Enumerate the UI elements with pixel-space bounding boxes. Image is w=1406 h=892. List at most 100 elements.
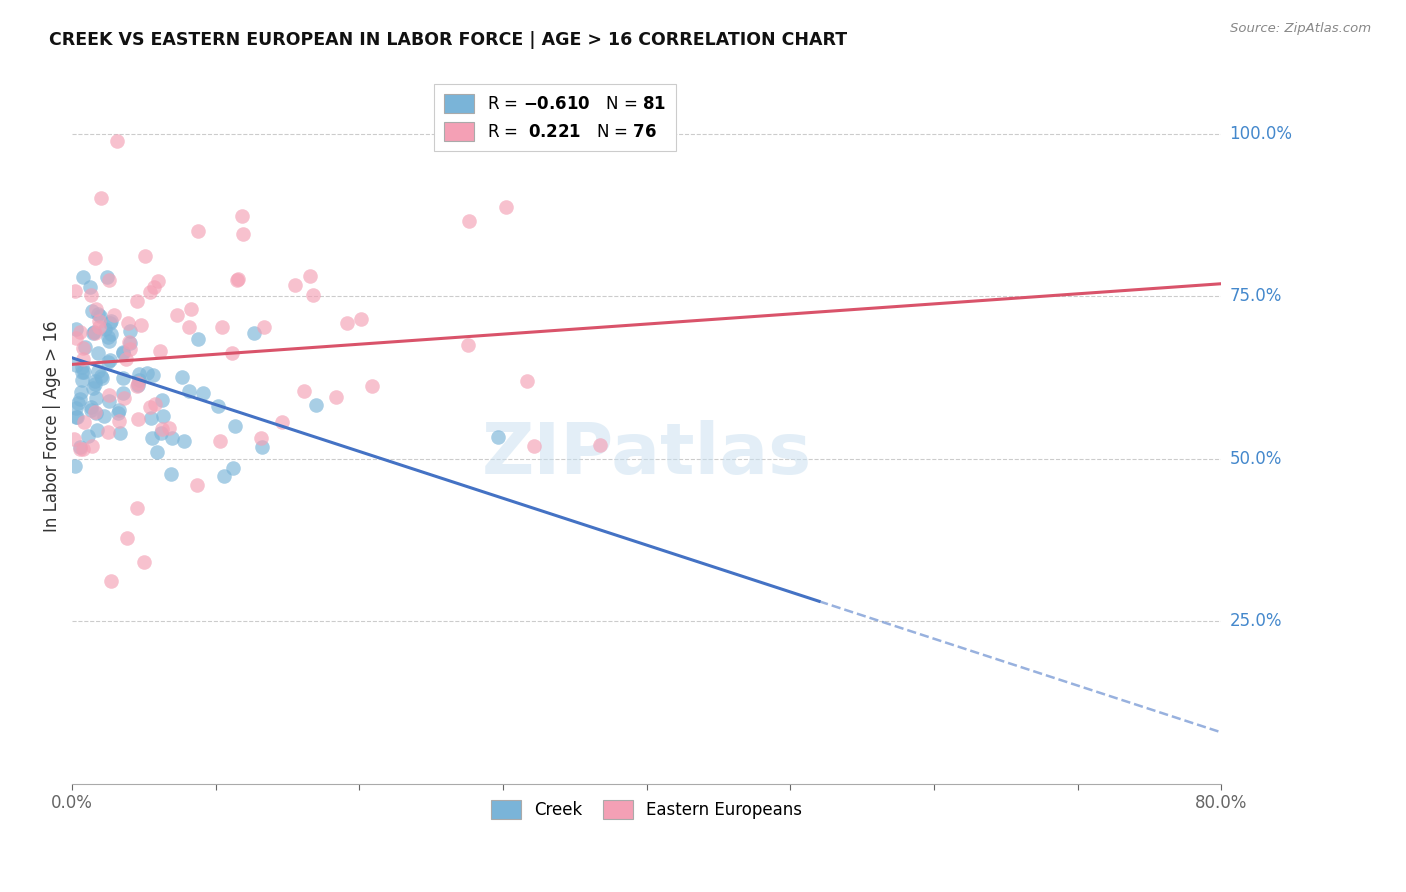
- Point: [73, 366, 96, 380]
- Point: [98, 353, 121, 368]
- Point: [157, 421, 180, 435]
- Point: [83, 325, 105, 339]
- Point: [79, 280, 101, 294]
- Point: [187, 224, 209, 238]
- Point: [226, 272, 249, 286]
- Point: [173, 434, 195, 449]
- Point: [127, 377, 149, 392]
- Point: [90, 368, 112, 383]
- Point: [73, 340, 96, 354]
- Point: [97, 330, 120, 344]
- Point: [325, 390, 347, 404]
- Point: [84, 406, 107, 420]
- Point: [63, 432, 86, 446]
- Point: [100, 574, 122, 588]
- Legend: Creek, Eastern Europeans: Creek, Eastern Europeans: [485, 793, 808, 825]
- Point: [107, 134, 129, 148]
- Point: [80, 403, 103, 417]
- Point: [83, 377, 105, 392]
- Point: [84, 326, 107, 340]
- Point: [69, 392, 91, 406]
- Point: [100, 314, 122, 328]
- Point: [108, 414, 131, 428]
- Point: [90, 371, 112, 385]
- Point: [112, 391, 135, 405]
- Point: [252, 440, 274, 454]
- Point: [231, 209, 253, 223]
- Point: [65, 331, 87, 345]
- Point: [350, 312, 373, 326]
- Point: [127, 376, 149, 390]
- Point: [148, 274, 170, 288]
- Point: [86, 391, 108, 405]
- Point: [134, 249, 156, 263]
- Point: [70, 360, 93, 375]
- Point: [226, 273, 249, 287]
- Point: [82, 326, 104, 340]
- Point: [141, 431, 163, 445]
- Point: [87, 314, 110, 328]
- Point: [111, 370, 134, 384]
- Point: [150, 425, 173, 440]
- Point: [117, 316, 139, 330]
- Point: [149, 343, 172, 358]
- Point: [80, 304, 103, 318]
- Y-axis label: In Labor Force | Age > 16: In Labor Force | Age > 16: [44, 320, 60, 532]
- Point: [112, 344, 135, 359]
- Point: [84, 405, 107, 419]
- Point: [141, 411, 163, 425]
- Point: [97, 425, 120, 439]
- Point: [125, 294, 148, 309]
- Point: [284, 278, 307, 293]
- Point: [97, 354, 120, 368]
- Point: [298, 269, 321, 284]
- Point: [72, 442, 94, 456]
- Text: CREEK VS EASTERN EUROPEAN IN LABOR FORCE | AGE > 16 CORRELATION CHART: CREEK VS EASTERN EUROPEAN IN LABOR FORCE…: [49, 31, 848, 49]
- Point: [224, 418, 246, 433]
- Point: [150, 421, 173, 435]
- Point: [82, 439, 104, 453]
- Point: [145, 445, 167, 459]
- Point: [97, 393, 120, 408]
- Point: [69, 325, 91, 339]
- Point: [589, 438, 612, 452]
- Point: [253, 319, 276, 334]
- Point: [84, 302, 107, 317]
- Point: [118, 335, 141, 350]
- Point: [457, 213, 479, 227]
- Point: [93, 409, 115, 423]
- Point: [135, 367, 157, 381]
- Point: [90, 191, 112, 205]
- Point: [150, 392, 173, 407]
- Point: [82, 381, 104, 395]
- Point: [129, 318, 152, 333]
- Point: [162, 431, 184, 445]
- Point: [125, 501, 148, 516]
- Point: [66, 409, 89, 424]
- Point: [72, 270, 94, 285]
- Text: Source: ZipAtlas.com: Source: ZipAtlas.com: [1230, 22, 1371, 36]
- Point: [360, 378, 382, 392]
- Point: [65, 322, 87, 336]
- Point: [110, 425, 132, 440]
- Point: [207, 399, 229, 413]
- Point: [139, 285, 162, 299]
- Point: [186, 477, 208, 491]
- Point: [103, 308, 125, 322]
- Point: [65, 358, 87, 372]
- Point: [98, 316, 121, 330]
- Point: [142, 279, 165, 293]
- Point: [69, 442, 91, 456]
- Point: [301, 287, 323, 301]
- Point: [222, 461, 245, 475]
- Point: [98, 334, 121, 349]
- Point: [127, 412, 149, 426]
- Text: 25.0%: 25.0%: [1230, 612, 1282, 630]
- Point: [180, 301, 202, 316]
- Point: [72, 342, 94, 356]
- Point: [118, 324, 141, 338]
- Point: [70, 384, 93, 399]
- Point: [69, 440, 91, 454]
- Text: ZIPatlas: ZIPatlas: [482, 420, 811, 489]
- Point: [112, 346, 135, 360]
